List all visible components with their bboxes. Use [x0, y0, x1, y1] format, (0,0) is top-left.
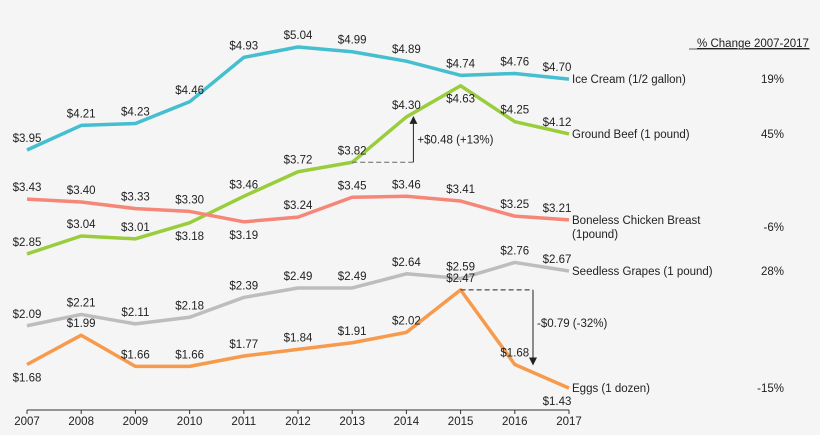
data-label: $1.68: [13, 373, 42, 385]
data-label: $4.99: [338, 35, 367, 47]
pct-change: 19%: [761, 74, 784, 86]
data-label: $4.30: [392, 100, 421, 112]
data-label: $3.45: [338, 180, 367, 192]
data-label: $1.68: [500, 348, 529, 360]
data-label: $2.67: [543, 254, 572, 266]
data-label: $2.47: [446, 273, 475, 285]
data-label: $1.66: [121, 349, 150, 361]
data-label: $4.21: [67, 108, 96, 120]
data-label: $2.76: [500, 245, 529, 257]
data-label: $3.21: [543, 203, 572, 215]
x-tick-label: 2012: [285, 416, 311, 428]
data-label: $2.64: [392, 257, 421, 269]
data-label: $2.02: [392, 315, 421, 327]
data-label: $4.93: [229, 40, 258, 52]
data-label: $4.76: [500, 56, 529, 68]
data-label: $3.19: [229, 230, 258, 242]
data-label: $3.46: [229, 179, 258, 191]
data-label: $3.41: [446, 184, 475, 196]
series-label: Ground Beef (1 pound): [572, 129, 690, 141]
data-label: $3.72: [284, 155, 313, 167]
data-label: $4.46: [175, 85, 204, 97]
series-label: Ice Cream (1/2 gallon): [572, 74, 686, 86]
x-tick-label: 2010: [177, 416, 203, 428]
series-label: Seedless Grapes (1 pound): [572, 266, 713, 278]
x-tick-label: 2009: [123, 416, 149, 428]
series-line: [26, 288, 570, 390]
data-label: $3.30: [175, 194, 204, 206]
series-line: [26, 83, 570, 256]
data-label: $4.23: [121, 107, 150, 119]
x-tick-label: 2015: [448, 416, 474, 428]
pct-change: -15%: [757, 383, 784, 395]
series-line: [26, 45, 570, 152]
series-line: [26, 194, 570, 224]
data-label: $5.04: [284, 30, 313, 42]
x-tick-label: 2011: [231, 416, 256, 428]
data-label: $3.33: [121, 192, 150, 204]
pct-change: 28%: [761, 266, 784, 278]
data-label: $3.40: [67, 185, 96, 197]
data-label: $1.91: [338, 326, 367, 338]
pct-change: -6%: [764, 222, 784, 234]
annotation-label: -$0.79 (-32%): [537, 318, 607, 330]
data-label: $4.25: [500, 105, 529, 117]
x-tick-label: 2014: [394, 416, 420, 428]
x-tick-label: 2008: [68, 416, 94, 428]
series-label: Eggs (1 dozen): [572, 383, 650, 395]
data-label: $4.63: [446, 94, 475, 106]
data-label: $2.49: [284, 271, 313, 283]
pct-header: % Change 2007-2017: [697, 38, 809, 50]
data-label: $2.49: [338, 271, 367, 283]
data-label: $3.46: [392, 179, 421, 191]
x-tick-label: 2017: [556, 416, 582, 428]
data-label: $4.89: [392, 44, 421, 56]
data-label: $3.95: [13, 133, 42, 145]
data-label: $4.70: [543, 62, 572, 74]
data-label: $3.82: [338, 145, 367, 157]
data-label: $2.11: [121, 307, 149, 319]
annotation-label: +$0.48 (+13%): [417, 135, 493, 147]
data-label: $3.04: [67, 219, 96, 231]
data-label: $2.18: [175, 300, 204, 312]
data-label: $1.84: [284, 332, 313, 344]
data-label: $4.74: [446, 58, 475, 70]
data-label: $3.43: [13, 182, 42, 194]
x-tick-label: 2016: [502, 416, 528, 428]
data-label: $2.59: [446, 262, 475, 274]
data-label: $1.43: [543, 396, 572, 408]
data-label: $2.09: [13, 309, 42, 321]
data-label: $3.01: [121, 222, 150, 234]
data-label: $1.77: [229, 339, 258, 351]
data-label: $3.25: [500, 199, 529, 211]
data-label: $3.24: [284, 200, 313, 212]
x-tick-label: 2007: [14, 416, 40, 428]
data-label: $1.66: [175, 349, 204, 361]
series-label: (1pound): [572, 229, 618, 241]
x-tick-label: 2013: [339, 416, 365, 428]
series-label: Boneless Chicken Breast: [572, 215, 701, 227]
data-label: $1.99: [67, 318, 96, 330]
data-label: $4.12: [543, 117, 572, 129]
data-label: $2.21: [67, 297, 96, 309]
data-label: $2.39: [229, 280, 258, 292]
series-line: [26, 260, 570, 328]
data-label: $2.85: [13, 237, 42, 249]
pct-change: 45%: [761, 129, 784, 141]
data-label: $3.18: [175, 231, 204, 243]
